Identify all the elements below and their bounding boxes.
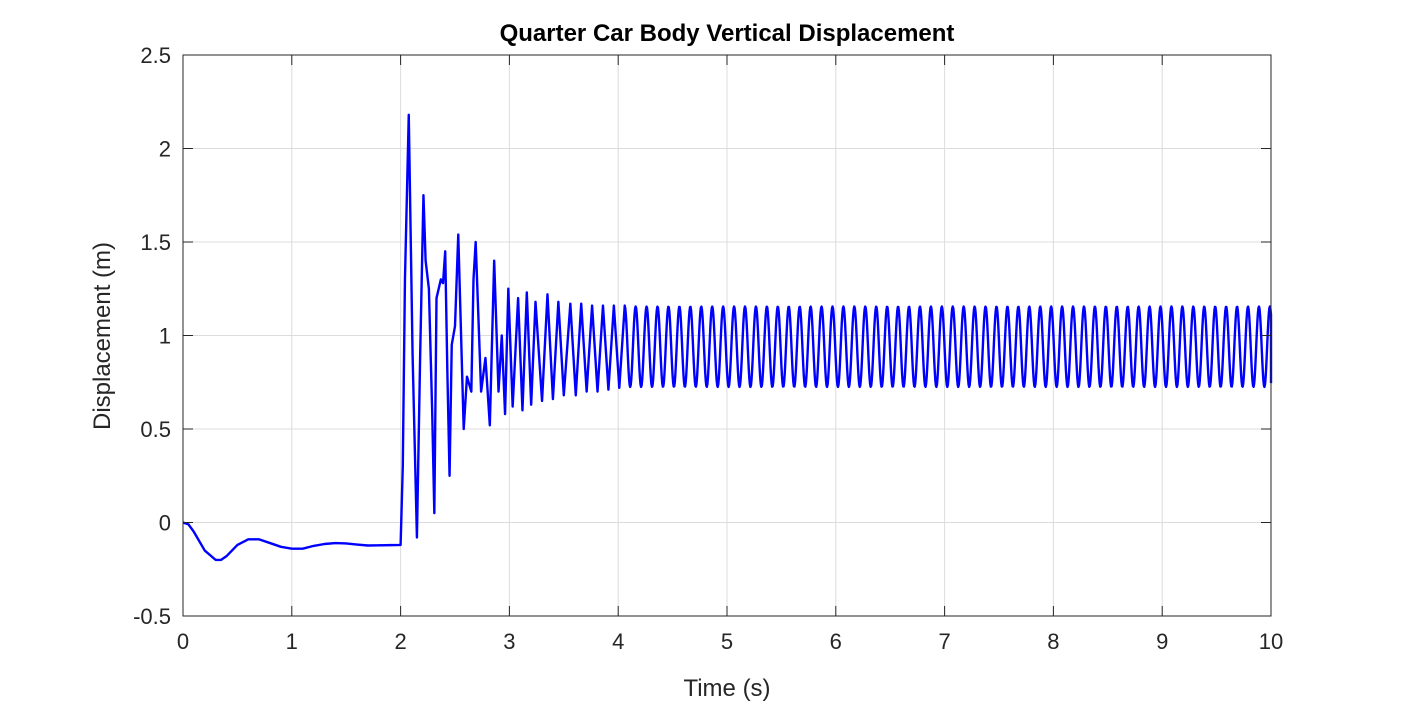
y-tick-labels: -0.5 0 0.5 1 1.5 2 2.5 [133,43,171,629]
x-tick-label: 5 [721,629,733,654]
series-layer [182,113,1273,562]
y-tick-label: 0 [159,511,171,536]
x-tick-label: 3 [503,629,515,654]
x-tick-labels: 0 1 2 3 4 5 6 7 8 9 10 [177,629,1283,654]
y-axis-label: Displacement (m) [89,242,116,430]
chart-title: Quarter Car Body Vertical Displacement [500,20,955,47]
x-tick-label: 10 [1259,629,1283,654]
x-tick-label: 6 [830,629,842,654]
y-tick-label: 1.5 [140,230,171,255]
y-tick-label: 0.5 [140,417,171,442]
x-tick-label: 1 [286,629,298,654]
x-tick-label: 8 [1047,629,1059,654]
x-tick-label: 7 [938,629,950,654]
y-tick-label: 2 [159,137,171,162]
ticks [182,54,1272,617]
x-tick-label: 0 [177,629,189,654]
x-tick-label: 9 [1156,629,1168,654]
y-tick-label: 2.5 [140,43,171,68]
series-line [182,113,1273,562]
x-tick-label: 2 [394,629,406,654]
y-tick-label: -0.5 [133,604,171,629]
x-tick-label: 4 [612,629,624,654]
y-tick-label: 1 [159,324,171,349]
x-axis-label: Time (s) [683,675,770,702]
